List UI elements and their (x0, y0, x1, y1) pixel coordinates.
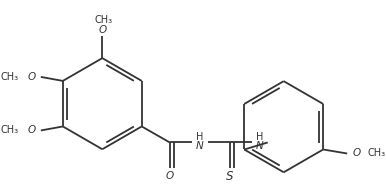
Text: N: N (256, 142, 264, 151)
Text: H: H (256, 132, 263, 142)
Text: O: O (28, 72, 36, 82)
Text: O: O (166, 171, 174, 181)
Text: CH₃: CH₃ (94, 15, 112, 25)
Text: O: O (352, 148, 360, 158)
Text: N: N (196, 142, 203, 151)
Text: O: O (28, 125, 36, 135)
Text: O: O (98, 25, 107, 35)
Text: CH₃: CH₃ (1, 125, 19, 135)
Text: H: H (196, 132, 203, 142)
Text: S: S (226, 170, 234, 183)
Text: CH₃: CH₃ (1, 72, 19, 82)
Text: CH₃: CH₃ (367, 148, 385, 158)
